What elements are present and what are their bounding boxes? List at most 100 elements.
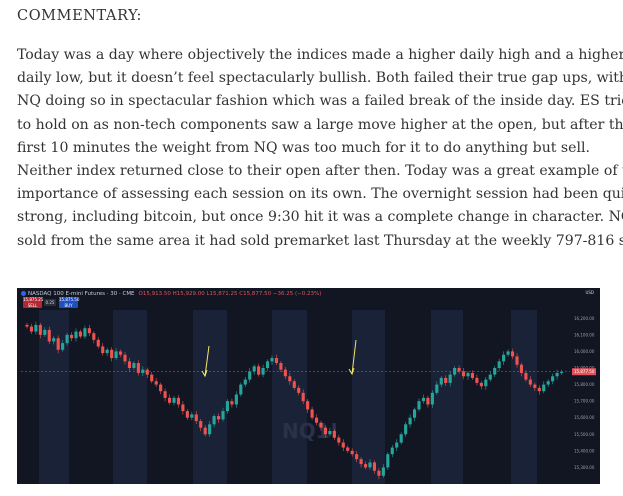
chart-title-bar: NASDAQ 100 E-mini Futures · 30 · CME O15,… bbox=[21, 290, 321, 299]
annotation-arrow-1 bbox=[204, 345, 210, 377]
candle-body bbox=[150, 374, 154, 382]
candle-body bbox=[190, 414, 194, 418]
candle-body bbox=[56, 338, 60, 350]
candle-body bbox=[350, 450, 354, 455]
candle-body bbox=[221, 411, 225, 420]
sell-price: 15,875.25 bbox=[23, 297, 44, 302]
y-tick-label: 16,000.00 bbox=[574, 349, 595, 354]
session-band bbox=[511, 310, 537, 484]
candle-body bbox=[132, 363, 136, 368]
candle-body bbox=[323, 427, 328, 435]
candle-body bbox=[52, 338, 56, 342]
candle-body bbox=[390, 447, 394, 455]
candle-body bbox=[404, 424, 408, 435]
candle-body bbox=[230, 401, 234, 405]
candle-body bbox=[25, 324, 29, 327]
paragraph-line: to hold on as non-tech components saw a … bbox=[17, 116, 623, 133]
candle-body bbox=[248, 371, 252, 380]
y-tick-label: 15,500.00 bbox=[574, 432, 595, 437]
paragraph-line: daily low, but it doesn’t feel spectacul… bbox=[17, 70, 623, 87]
candle-body bbox=[118, 351, 123, 355]
session-band bbox=[39, 310, 69, 484]
buy-button[interactable]: 15,875.50 BUY bbox=[59, 297, 79, 308]
candle-body bbox=[377, 470, 381, 476]
candle-body bbox=[181, 404, 185, 412]
paragraph-line: NQ doing so in spectacular fashion which… bbox=[17, 93, 623, 110]
candle-body bbox=[533, 384, 537, 388]
candle-body bbox=[69, 334, 74, 339]
paragraph-line: first 10 minutes the weight from NQ was … bbox=[17, 139, 590, 156]
candle-body bbox=[448, 374, 452, 383]
candle-body bbox=[328, 430, 332, 435]
paragraph-line: sold from the same area it had sold prem… bbox=[17, 232, 623, 249]
candle-body bbox=[163, 391, 167, 398]
candle-body bbox=[29, 326, 34, 332]
candle-body bbox=[457, 368, 461, 372]
candle-body bbox=[297, 387, 301, 393]
candle-body bbox=[154, 381, 158, 385]
candle-body bbox=[225, 401, 230, 412]
currency-label: USD bbox=[585, 290, 594, 295]
candle-body bbox=[199, 421, 203, 428]
candle-body bbox=[283, 369, 287, 377]
candle-body bbox=[506, 351, 510, 355]
candle-body bbox=[430, 392, 434, 405]
candle-body bbox=[87, 328, 91, 334]
candle-body bbox=[537, 387, 541, 392]
y-tick-label: 16,200.00 bbox=[574, 316, 595, 321]
candle-body bbox=[555, 372, 559, 377]
candle-body bbox=[381, 467, 385, 476]
candle-body bbox=[559, 371, 564, 373]
candle-body bbox=[288, 376, 292, 382]
candle-body bbox=[337, 437, 341, 443]
candle-body bbox=[461, 371, 466, 377]
candle-body bbox=[92, 333, 96, 340]
candle-body bbox=[301, 392, 305, 402]
paragraph-line: Neither index returned close to their op… bbox=[17, 163, 623, 180]
candle-body bbox=[319, 422, 323, 428]
commentary-heading: COMMENTARY: bbox=[17, 8, 143, 24]
candle-body bbox=[546, 381, 550, 385]
candle-body bbox=[74, 331, 78, 339]
candle-body bbox=[203, 427, 207, 435]
candle-body bbox=[466, 372, 470, 377]
candle-body bbox=[145, 369, 149, 375]
spread-value: 0.25 bbox=[44, 299, 56, 306]
commentary-paragraph: Today was a day where objectively the in… bbox=[17, 44, 623, 253]
candle-body bbox=[332, 430, 336, 438]
candle-body bbox=[123, 354, 127, 362]
candle-body bbox=[524, 372, 528, 380]
candle-body bbox=[493, 368, 497, 375]
candle-body bbox=[243, 379, 247, 385]
candle-body bbox=[78, 331, 83, 337]
candle-body bbox=[310, 409, 314, 418]
candle-body bbox=[341, 442, 345, 448]
candle-body bbox=[252, 366, 256, 372]
y-tick-label: 15,700.00 bbox=[574, 399, 595, 404]
candle-body bbox=[421, 397, 426, 402]
candle-body bbox=[479, 382, 483, 387]
session-band bbox=[272, 310, 307, 484]
candle-body bbox=[306, 401, 310, 410]
candle-body bbox=[34, 324, 38, 332]
paragraph-line: strong, including bitcoin, but once 9:30… bbox=[17, 209, 623, 226]
candle-body bbox=[470, 372, 475, 378]
candle-body bbox=[172, 397, 176, 403]
y-tick-label: 15,600.00 bbox=[574, 415, 595, 420]
candle-body bbox=[114, 351, 118, 359]
candle-body bbox=[110, 349, 114, 359]
y-tick-label: 15,400.00 bbox=[574, 448, 595, 453]
candle-body bbox=[83, 328, 87, 337]
candle-body bbox=[515, 356, 519, 365]
buy-label: BUY bbox=[64, 302, 73, 308]
candle-body bbox=[292, 381, 296, 388]
candle-body bbox=[141, 369, 145, 373]
candle-body bbox=[167, 397, 172, 403]
y-tick-label: 16,100.00 bbox=[574, 332, 595, 337]
sell-label: SELL bbox=[27, 302, 38, 308]
candle-body bbox=[453, 368, 457, 375]
candle-body bbox=[65, 334, 69, 344]
sell-button[interactable]: 15,875.25 SELL bbox=[23, 297, 44, 308]
candle-body bbox=[528, 379, 532, 385]
candle-body bbox=[355, 454, 359, 460]
